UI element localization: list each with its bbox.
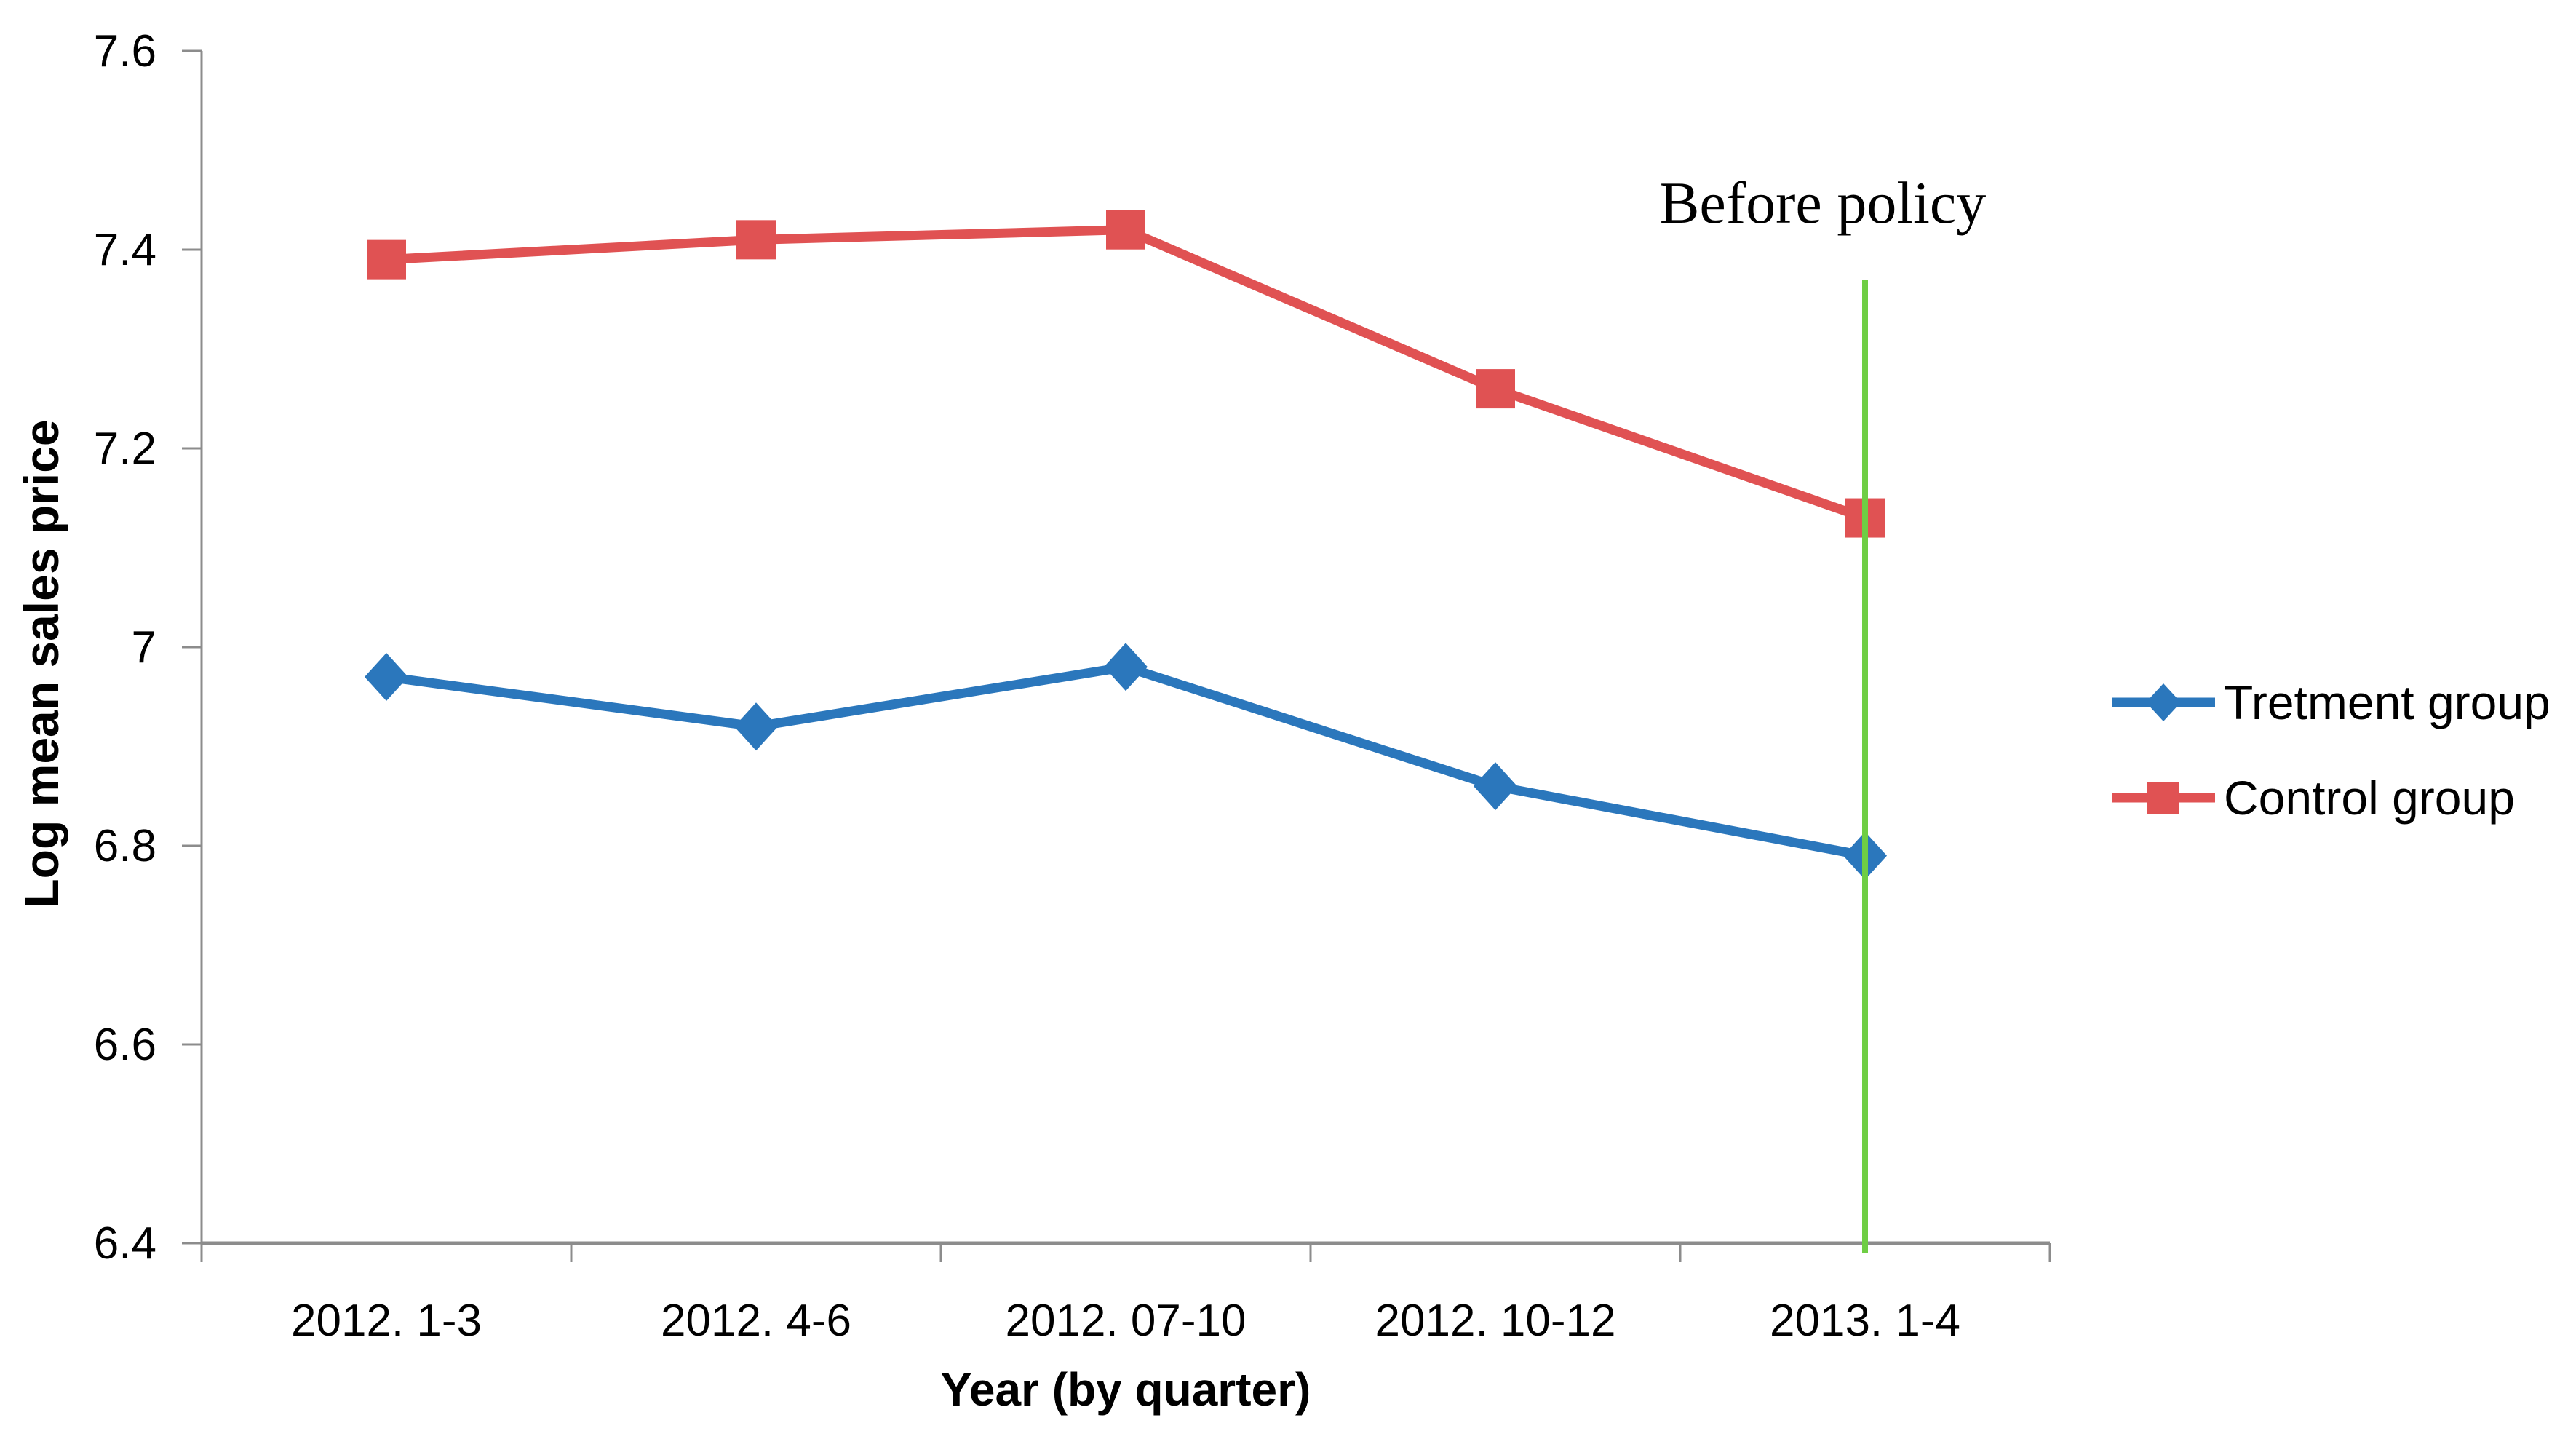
- treatment-legend-label: Tretment group: [2224, 675, 2551, 729]
- control-group-marker: [736, 220, 776, 260]
- legend-item-control: Control group: [2109, 770, 2515, 825]
- tretment-group-line: [386, 662, 1867, 861]
- x-axis-title: Year (by quarter): [940, 1363, 1311, 1416]
- treatment-legend-key: [2112, 683, 2215, 721]
- y-tick-label: 7.6: [94, 26, 156, 76]
- y-tick-label: 7.2: [94, 424, 156, 474]
- x-tick-label: 2012. 4-6: [661, 1296, 851, 1346]
- control-group-marker: [1106, 210, 1145, 250]
- y-tick-label: 7.4: [94, 225, 156, 275]
- x-tick-label: 2012. 1-3: [291, 1296, 482, 1346]
- y-tick-label: 6.4: [94, 1218, 156, 1269]
- control-group-marker: [1476, 369, 1515, 409]
- y-tick-label: 6.6: [94, 1020, 156, 1070]
- before-policy-annotation: Before policy: [1659, 170, 1987, 236]
- tretment-group-marker: [365, 652, 408, 701]
- y-tick-label: 7: [132, 622, 156, 673]
- x-tick-label: 2012. 07-10: [1006, 1296, 1247, 1346]
- y-tick-label: 6.8: [94, 821, 156, 871]
- control-legend-label: Control group: [2224, 771, 2515, 825]
- x-tick-label: 2013. 1-4: [1770, 1296, 1960, 1346]
- tretment-group-marker: [734, 702, 778, 751]
- legend-item-treatment: Tretment group: [2109, 675, 2551, 730]
- control-group-line: [386, 225, 1867, 523]
- tretment-group-marker: [1474, 762, 1517, 811]
- tretment-group-marker: [1104, 643, 1148, 691]
- square-marker-icon: [2147, 782, 2179, 814]
- y-axis-title: Log mean sales price: [15, 419, 68, 908]
- x-tick-label: 2012. 10-12: [1375, 1296, 1616, 1346]
- control-group-marker: [367, 239, 406, 280]
- diamond-marker-icon: [2146, 683, 2181, 721]
- control-legend-key: [2112, 782, 2215, 814]
